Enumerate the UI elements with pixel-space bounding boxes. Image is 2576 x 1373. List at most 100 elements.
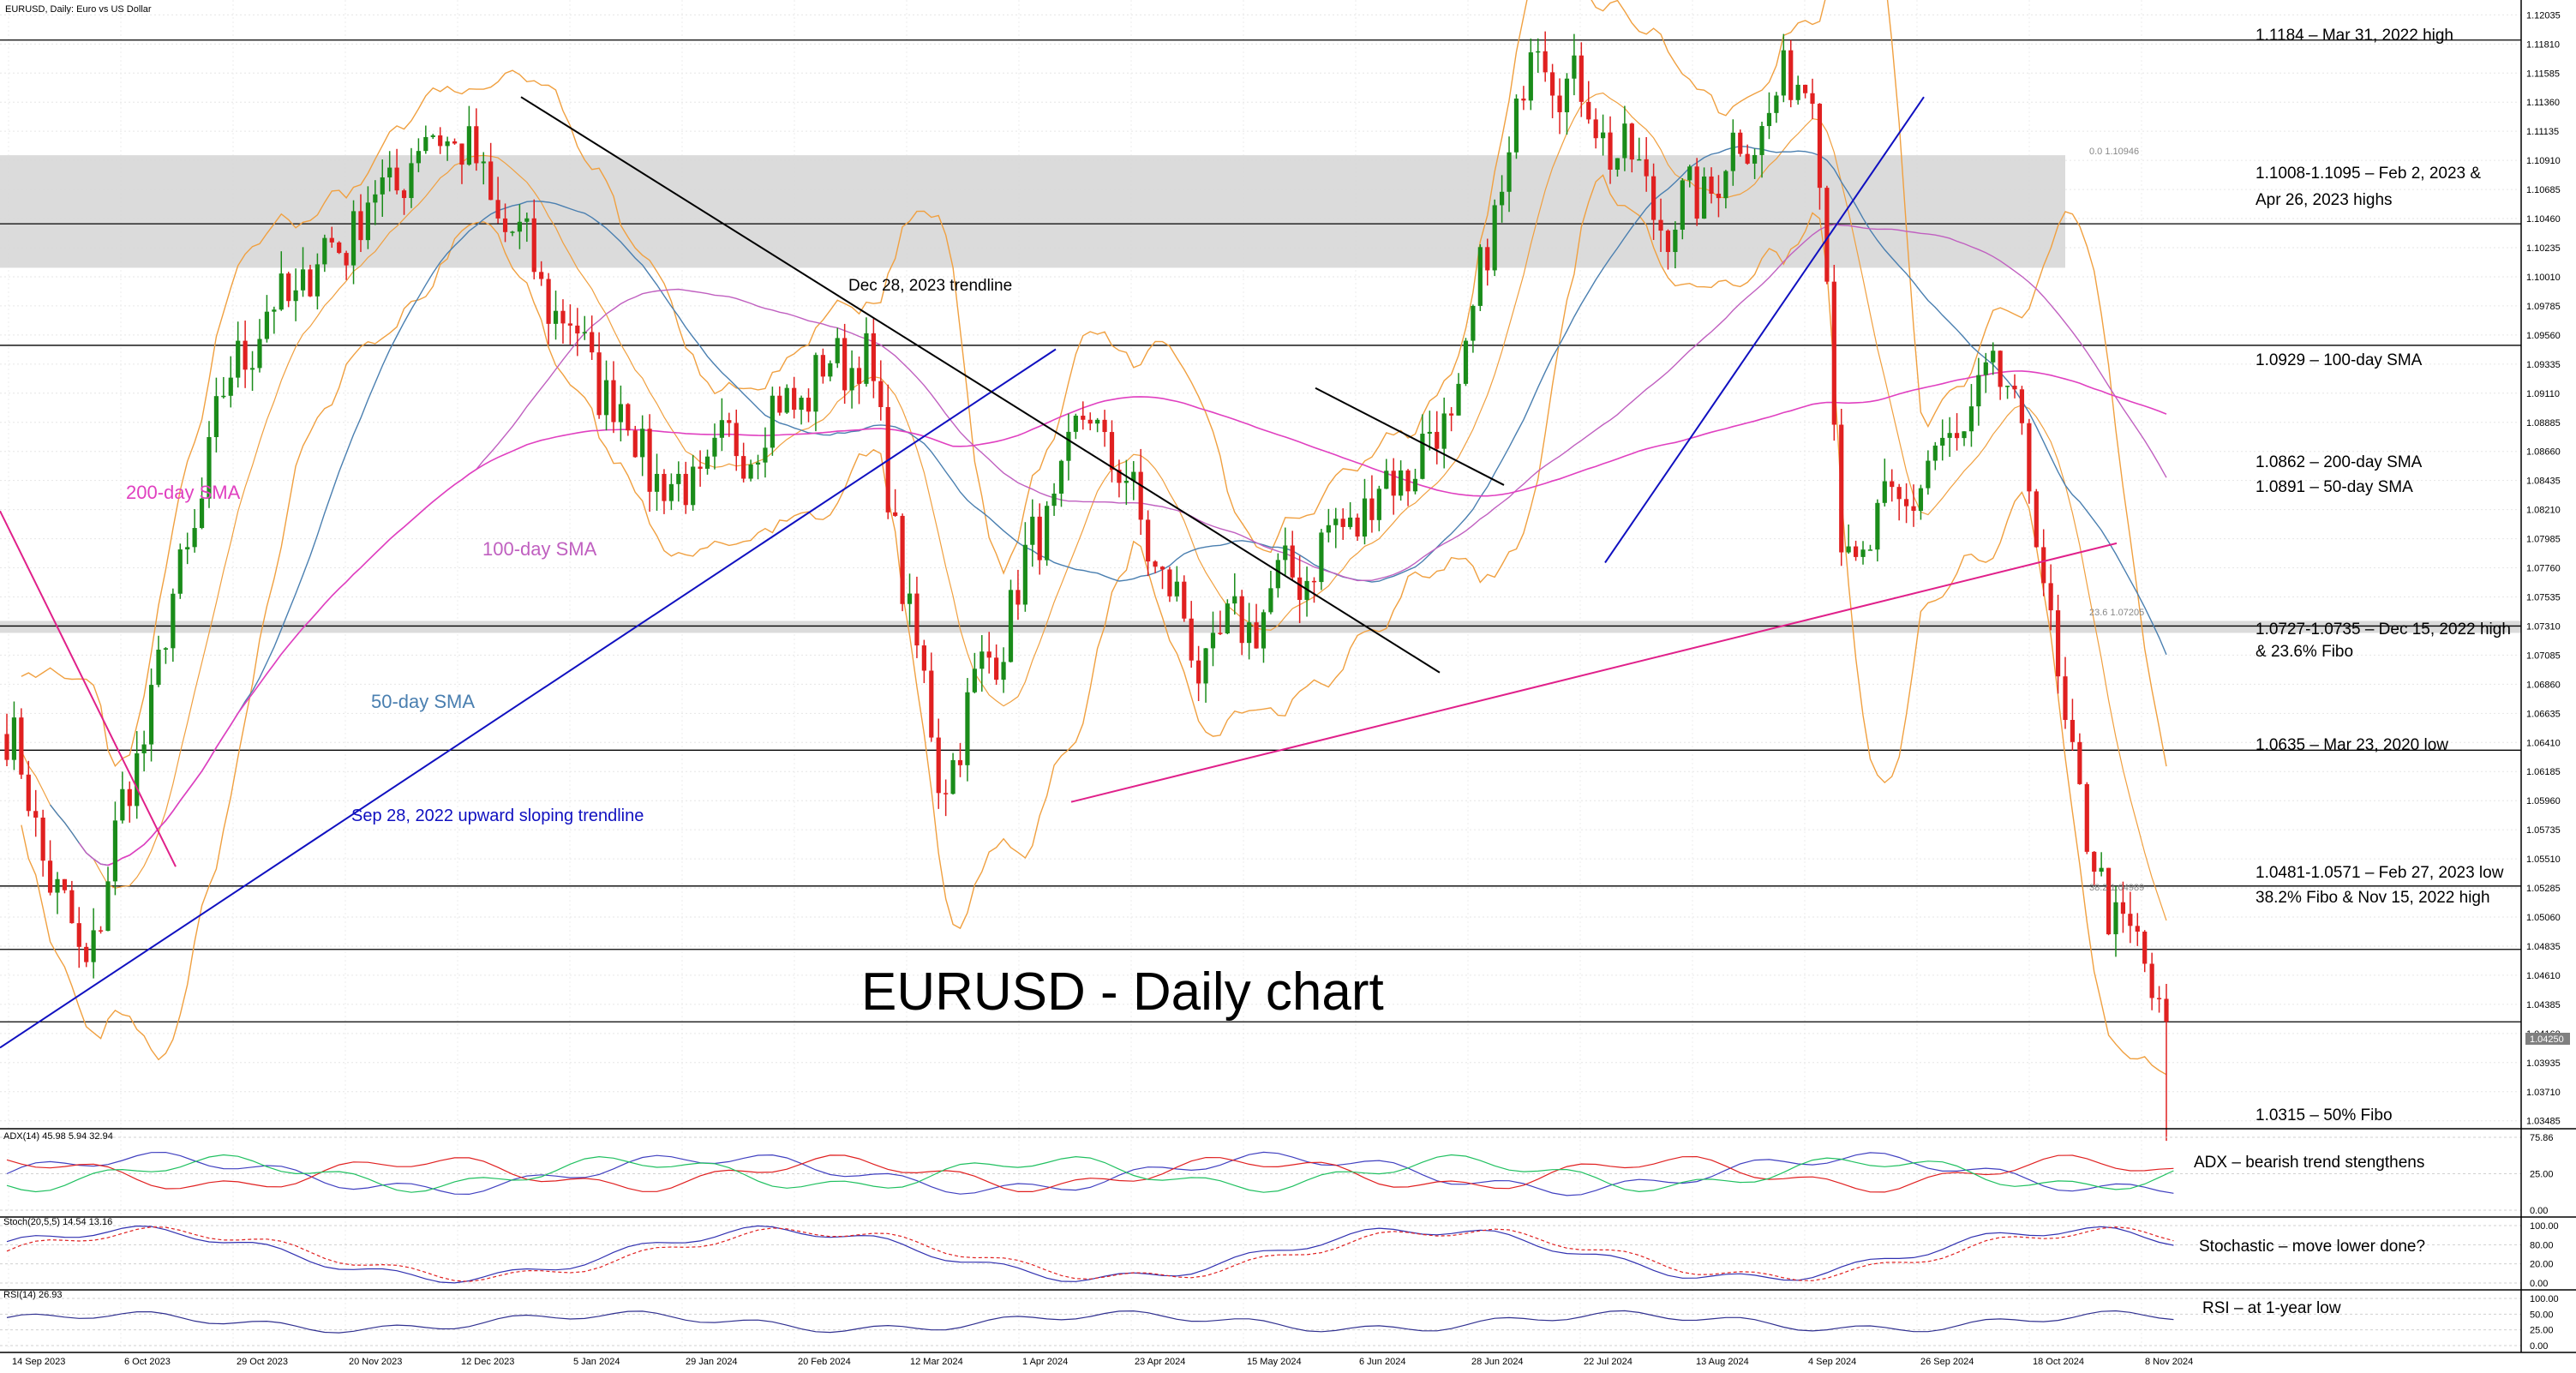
candle-body bbox=[26, 774, 31, 812]
y-tick-label: 1.10685 bbox=[2526, 185, 2561, 195]
candle-body bbox=[1123, 481, 1129, 483]
candle-body bbox=[632, 430, 638, 458]
candle-body bbox=[1839, 424, 1844, 553]
adx-line bbox=[6, 1151, 2174, 1196]
candle-body bbox=[1788, 50, 1794, 100]
candle-body bbox=[1254, 622, 1259, 649]
candle-body bbox=[647, 429, 652, 492]
candle-body bbox=[1492, 205, 1497, 271]
candle-body bbox=[1218, 633, 1223, 634]
candle-body bbox=[1030, 516, 1035, 545]
candle-body bbox=[373, 194, 378, 203]
candle-body bbox=[315, 264, 321, 297]
x-tick-label: 5 Jan 2024 bbox=[573, 1357, 620, 1367]
candle-body bbox=[221, 395, 226, 398]
candle-body bbox=[1477, 247, 1483, 306]
trendline-dec-2023 bbox=[520, 96, 1441, 674]
rsi-title: RSI(14) 26.93 bbox=[3, 1290, 62, 1300]
candle-body bbox=[972, 669, 977, 692]
y-tick-label: 1.05960 bbox=[2526, 796, 2561, 806]
panel-tick-label: 20.00 bbox=[2530, 1260, 2554, 1270]
trendline-jun-2024 bbox=[1315, 387, 1505, 486]
candle-body bbox=[893, 512, 898, 516]
candle-body bbox=[994, 657, 999, 681]
candle-body bbox=[1738, 132, 1743, 154]
candle-body bbox=[1586, 101, 1591, 120]
bollinger-upper bbox=[21, 0, 2167, 768]
candle-body bbox=[979, 651, 985, 669]
y-tick-label: 1.10010 bbox=[2526, 273, 2561, 283]
candle-body bbox=[1167, 569, 1172, 597]
candle-body bbox=[1051, 493, 1057, 507]
candle-body bbox=[1362, 498, 1368, 537]
candle-body bbox=[98, 930, 104, 932]
y-tick-label: 1.09560 bbox=[2526, 331, 2561, 341]
candle-body bbox=[1716, 194, 1722, 199]
candle-body bbox=[1622, 123, 1627, 159]
candle-body bbox=[900, 515, 905, 604]
rsi-line bbox=[6, 1310, 2174, 1334]
y-tick-label: 1.11810 bbox=[2526, 39, 2560, 50]
candle-body bbox=[1614, 158, 1620, 170]
candle-body bbox=[1435, 431, 1440, 449]
candle-body bbox=[105, 881, 111, 932]
y-tick-label: 1.12035 bbox=[2526, 10, 2561, 21]
candle-body bbox=[734, 423, 739, 457]
current-price-label: 1.04250 bbox=[2530, 1034, 2564, 1045]
candle-body bbox=[1766, 112, 1772, 127]
trendline-sep-2023 bbox=[0, 510, 177, 867]
y-tick-label: 1.03710 bbox=[2526, 1088, 2561, 1098]
candle-body bbox=[1998, 351, 2003, 387]
candle-body bbox=[950, 759, 956, 794]
candle-body bbox=[1507, 152, 1512, 192]
panel-tick-label: 100.00 bbox=[2530, 1221, 2559, 1232]
candle-body bbox=[712, 437, 717, 457]
candle-body bbox=[1066, 431, 1071, 461]
panel-tick-label: 0.00 bbox=[2530, 1341, 2548, 1352]
candle-body bbox=[1045, 506, 1050, 561]
x-tick-label: 23 Apr 2024 bbox=[1135, 1357, 1185, 1367]
candle-body bbox=[1022, 544, 1027, 605]
candle-body bbox=[763, 447, 768, 463]
candle-body bbox=[1333, 519, 1339, 525]
candle-body bbox=[1810, 93, 1815, 105]
label-2023-low: 1.0481-1.0571 – Feb 27, 2023 low bbox=[2255, 864, 2504, 882]
candle-body bbox=[662, 473, 667, 501]
y-tick-label: 1.10235 bbox=[2526, 243, 2561, 254]
candle-body bbox=[784, 387, 789, 413]
stoch-title: Stoch(20,5,5) 14.54 13.16 bbox=[3, 1217, 112, 1227]
candle-body bbox=[141, 744, 147, 753]
candle-body bbox=[1203, 648, 1208, 684]
panel-tick-label: 75.86 bbox=[2530, 1133, 2554, 1143]
candle-body bbox=[1001, 662, 1006, 681]
candle-body bbox=[560, 310, 566, 324]
candle-body bbox=[1867, 549, 1873, 551]
candle-body bbox=[2004, 386, 2010, 387]
candle-body bbox=[293, 290, 298, 302]
candle-body bbox=[1081, 416, 1086, 420]
y-tick-label: 1.03935 bbox=[2526, 1058, 2561, 1069]
y-tick-label: 1.11360 bbox=[2526, 98, 2560, 108]
stoch-annotation: Stochastic – move lower done? bbox=[2199, 1238, 2425, 1256]
label-trend-down: Dec 28, 2023 trendline bbox=[848, 277, 1012, 295]
candle-body bbox=[84, 946, 89, 962]
candle-body bbox=[1875, 502, 1880, 550]
label-sma100-chart: 100-day SMA bbox=[482, 538, 597, 560]
candle-body bbox=[654, 473, 660, 492]
candle-body bbox=[1637, 159, 1642, 161]
candle-body bbox=[1500, 191, 1505, 206]
candle-body bbox=[849, 368, 854, 391]
candle-body bbox=[55, 878, 60, 893]
panel-tick-label: 80.00 bbox=[2530, 1240, 2554, 1250]
candle-body bbox=[2077, 741, 2082, 784]
y-tick-label: 1.06635 bbox=[2526, 709, 2561, 719]
candle-body bbox=[719, 420, 724, 438]
candle-body bbox=[1557, 95, 1562, 112]
candle-body bbox=[207, 436, 212, 499]
candle-body bbox=[1601, 132, 1606, 139]
panel-tick-label: 100.00 bbox=[2530, 1294, 2559, 1304]
candle-body bbox=[1593, 119, 1598, 139]
candle-body bbox=[1983, 362, 1988, 375]
candle-body bbox=[2034, 491, 2039, 548]
candle-body bbox=[582, 332, 587, 334]
